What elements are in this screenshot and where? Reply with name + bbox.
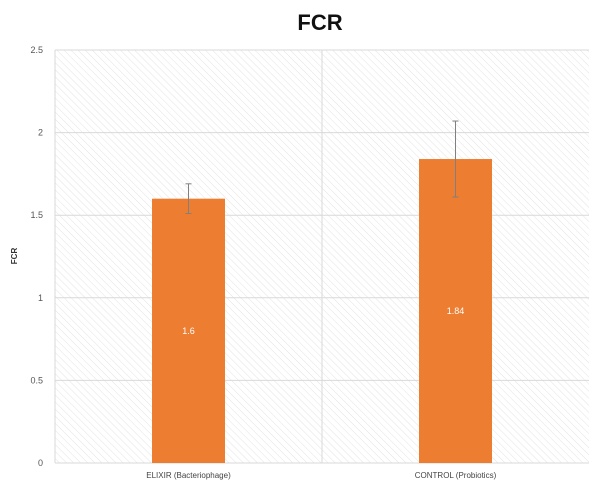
error-bars: [185, 120, 459, 215]
chart-title: FCR: [297, 10, 342, 35]
y-tick-label: 2: [38, 128, 43, 138]
bar-1: [419, 159, 492, 464]
error-bar-1: [452, 120, 459, 198]
data-labels: 1.6 1.84: [182, 306, 464, 336]
y-tick-label: 1.5: [30, 210, 43, 220]
data-label-1: 1.84: [447, 306, 465, 316]
error-bar-0: [185, 183, 192, 215]
x-category-label-1: CONTROL (Probiotics): [415, 471, 497, 480]
y-tick-label: 1: [38, 293, 43, 303]
data-label-0: 1.6: [182, 326, 195, 336]
y-tick-label: 2.5: [30, 45, 43, 55]
y-axis-label: FCR: [10, 248, 19, 265]
x-category-label-0: ELIXIR (Bacteriophage): [146, 471, 231, 480]
bars: [152, 159, 492, 464]
y-tick-label: 0: [38, 458, 43, 468]
y-axis-ticks: 0 0.5 1 1.5 2 2.5: [30, 45, 43, 468]
x-axis-categories: ELIXIR (Bacteriophage) CONTROL (Probiotic…: [146, 471, 496, 480]
y-tick-label: 0.5: [30, 375, 43, 385]
gridlines: [54, 49, 589, 464]
bar-0: [152, 198, 225, 463]
